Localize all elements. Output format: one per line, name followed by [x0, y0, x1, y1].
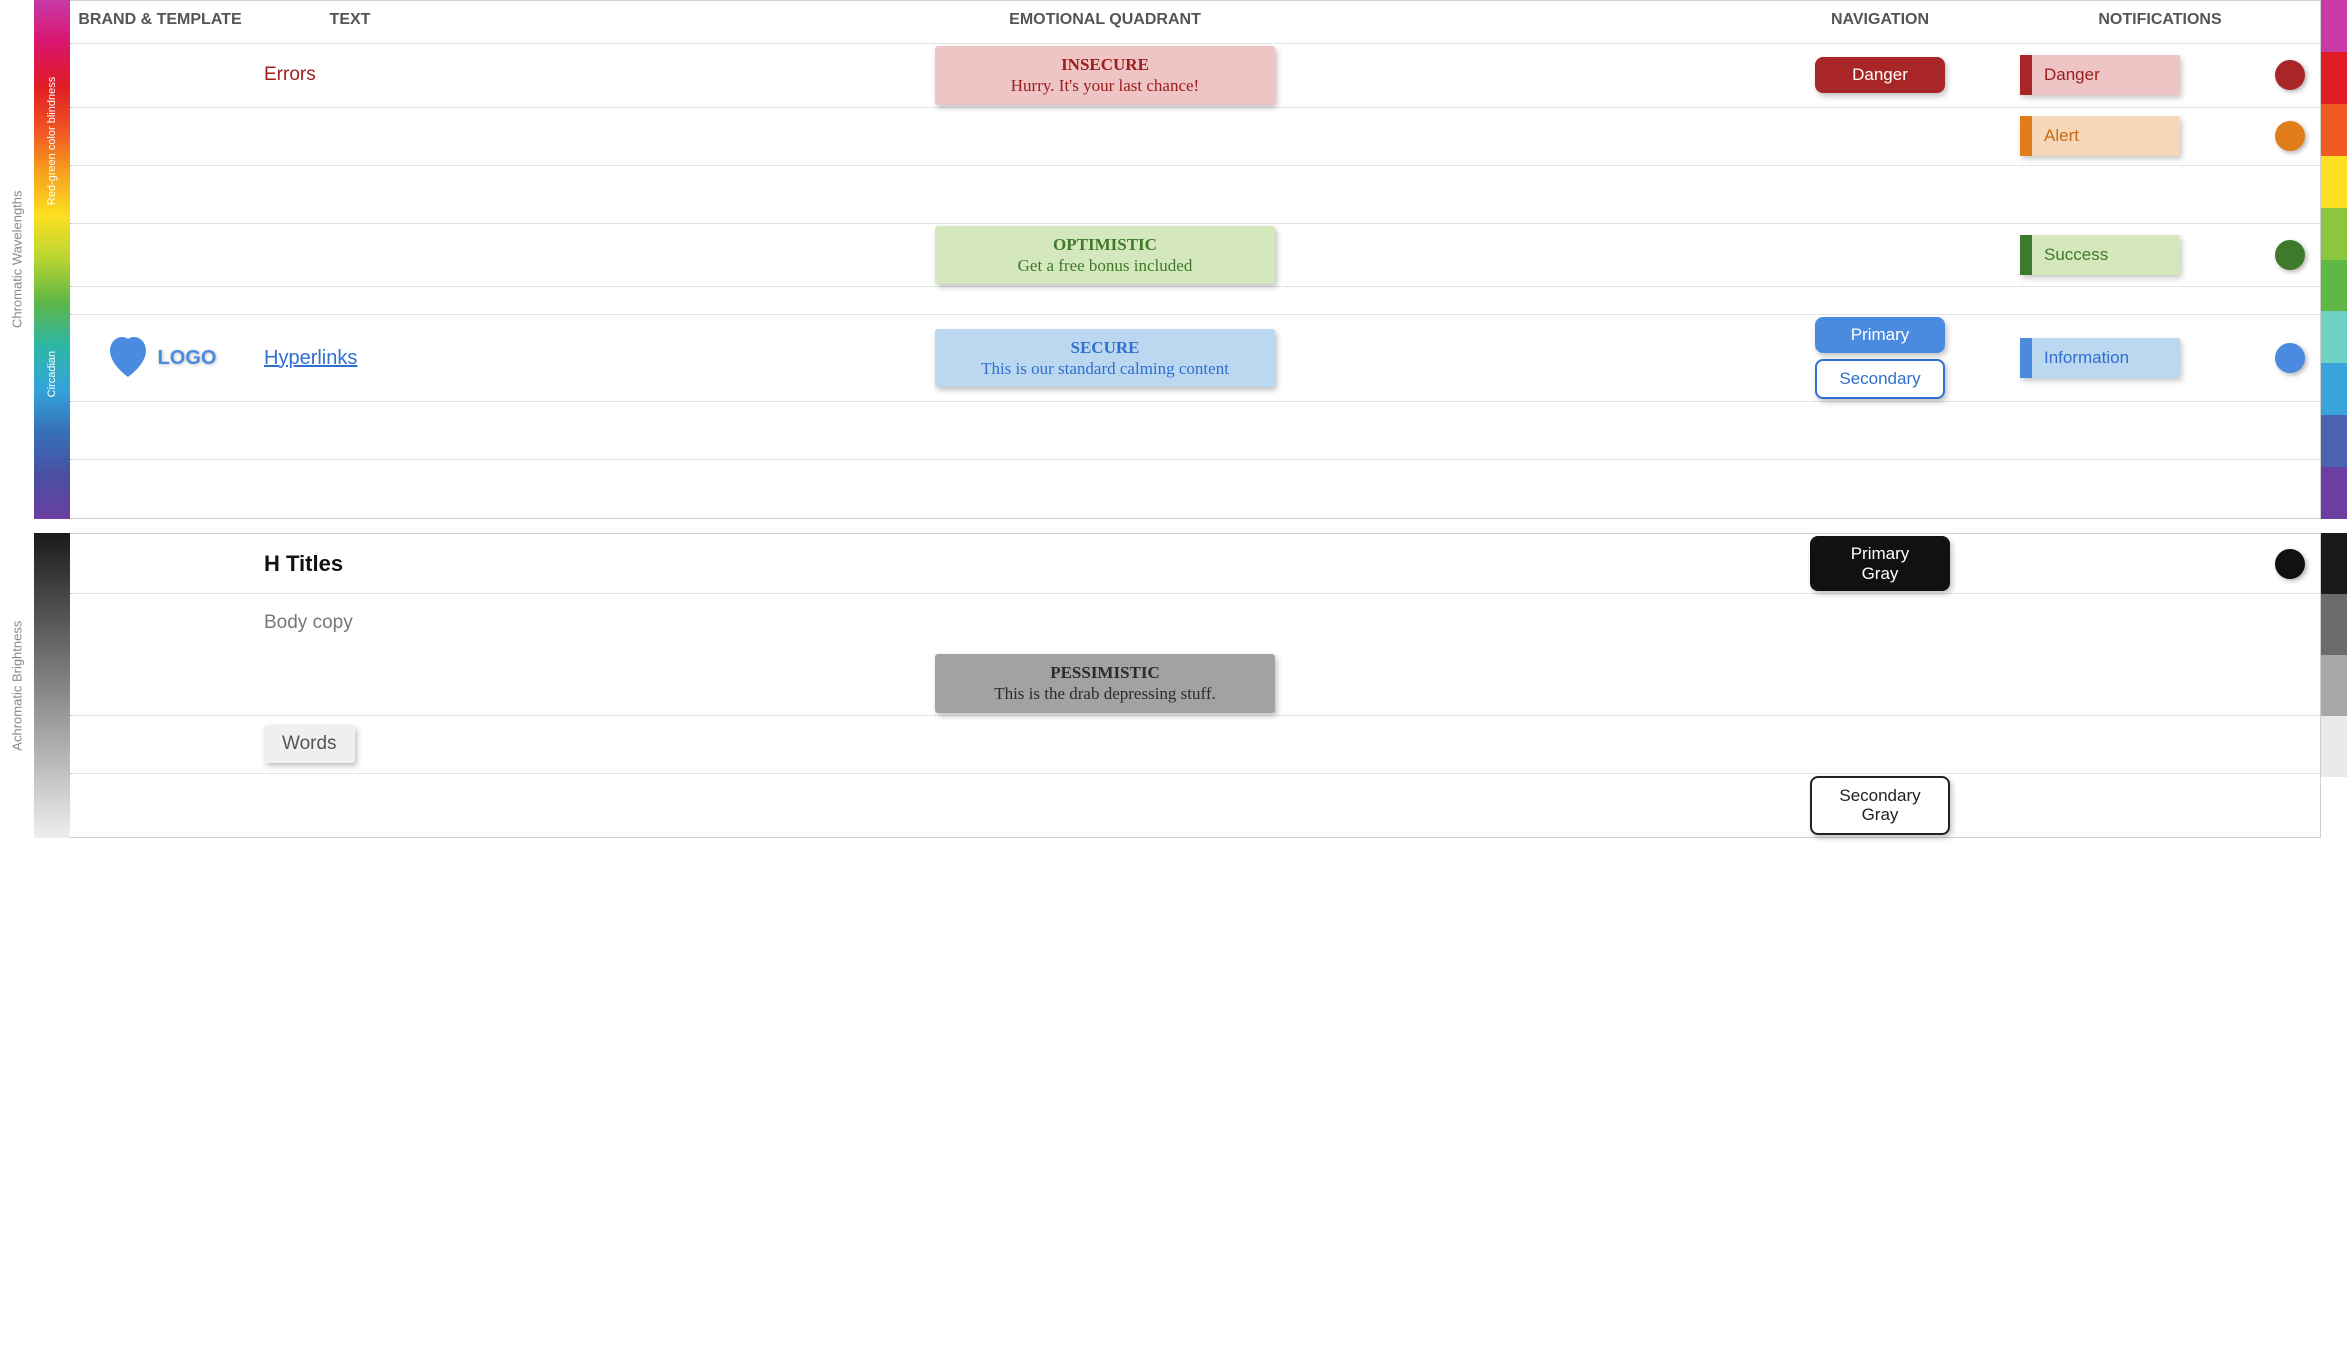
color-dot — [2275, 343, 2305, 373]
text-sample: Errors — [264, 64, 316, 86]
emotion-title: INSECURE — [961, 54, 1249, 75]
notification-tag: Information — [2020, 338, 2180, 378]
notification-tag: Alert — [2020, 116, 2180, 156]
hyperlink-sample[interactable]: Hyperlinks — [264, 347, 357, 370]
right-gray-segment — [2321, 655, 2347, 716]
emotion-box: SECUREThis is our standard calming conte… — [935, 329, 1275, 388]
notification-accent-bar — [2020, 116, 2032, 156]
notification-label: Danger — [2032, 65, 2100, 85]
notification-label: Success — [2032, 245, 2108, 265]
left-spectrum-bar: Red-green color blindness Circadian — [34, 0, 70, 519]
right-gray-bar — [2321, 533, 2347, 838]
right-bar-segment — [2321, 467, 2347, 519]
right-bar-segment — [2321, 156, 2347, 208]
emotion-box: OPTIMISTICGet a free bonus included — [935, 226, 1275, 285]
table-row: Errors INSECUREHurry. It's your last chan… — [70, 44, 2320, 108]
color-dot — [2275, 240, 2305, 270]
header-brand: BRAND & TEMPLATE — [70, 11, 250, 29]
chromatic-section: BRAND & TEMPLATE TEXT EMOTIONAL QUADRANT… — [70, 0, 2321, 519]
notification-tag: Success — [2020, 235, 2180, 275]
emotion-subtitle: This is the drab depressing stuff. — [994, 684, 1216, 703]
column-headers: BRAND & TEMPLATE TEXT EMOTIONAL QUADRANT… — [70, 1, 2320, 44]
notification-label: Information — [2032, 348, 2129, 368]
table-row: Words — [70, 716, 2320, 774]
left-gray-bar — [34, 533, 70, 838]
emotion-subtitle: Hurry. It's your last chance! — [1011, 76, 1199, 95]
text-sample: Body copy — [264, 612, 353, 634]
notification-tag: Danger — [2020, 55, 2180, 95]
table-row — [70, 402, 2320, 460]
right-bar-segment — [2321, 363, 2347, 415]
emotion-subtitle: Get a free bonus included — [1018, 256, 1193, 275]
right-gray-segment — [2321, 533, 2347, 594]
table-row: H Titles PrimaryGray — [70, 534, 2320, 594]
notification-accent-bar — [2020, 338, 2032, 378]
table-row: OPTIMISTICGet a free bonus included Succe… — [70, 224, 2320, 288]
right-bar-segment — [2321, 52, 2347, 104]
right-gray-segment — [2321, 716, 2347, 777]
emotion-box: INSECUREHurry. It's your last chance! — [935, 46, 1275, 105]
emotion-title: OPTIMISTIC — [961, 234, 1249, 255]
right-bar-segment — [2321, 0, 2347, 52]
heart-icon — [104, 335, 152, 377]
nav-button[interactable]: Danger — [1815, 57, 1945, 93]
table-row — [70, 287, 2320, 315]
emotion-title: SECURE — [961, 337, 1249, 358]
axis-circadian-label: Circadian — [34, 301, 70, 446]
right-gray-segment — [2321, 594, 2347, 655]
nav-button[interactable]: Primary — [1815, 317, 1945, 353]
right-bar-segment — [2321, 208, 2347, 260]
nav-button[interactable]: PrimaryGray — [1810, 536, 1950, 591]
table-row: Body copy — [70, 594, 2320, 652]
color-dot — [2275, 60, 2305, 90]
table-row — [70, 166, 2320, 224]
header-emotion: EMOTIONAL QUADRANT — [450, 11, 1760, 29]
axis-achromatic-label: Achromatic Brightness — [0, 533, 34, 838]
nav-button[interactable]: SecondaryGray — [1810, 776, 1950, 835]
right-bar-segment — [2321, 311, 2347, 363]
emotion-title: PESSIMISTIC — [961, 662, 1249, 683]
table-row: Alert — [70, 108, 2320, 166]
axis-redgreen-label: Red-green color blindness — [34, 42, 70, 239]
text-sample: H Titles — [264, 551, 343, 577]
nav-button[interactable]: Secondary — [1815, 359, 1945, 399]
notification-accent-bar — [2020, 235, 2032, 275]
color-dot — [2275, 121, 2305, 151]
logo-heart-icon — [104, 335, 152, 382]
table-row: SecondaryGray — [70, 774, 2320, 837]
right-bar-segment — [2321, 104, 2347, 156]
table-row: LOGO Hyperlinks SECUREThis is our standard… — [70, 315, 2320, 402]
table-row — [70, 460, 2320, 518]
color-dot — [2275, 549, 2305, 579]
emotion-box: PESSIMISTICThis is the drab depressing s… — [935, 654, 1275, 713]
emotion-subtitle: This is our standard calming content — [981, 359, 1229, 378]
achromatic-section: H Titles PrimaryGray Body copy PESSIMISTICT… — [70, 533, 2321, 838]
table-row: PESSIMISTICThis is the drab depressing s… — [70, 652, 2320, 716]
notification-accent-bar — [2020, 55, 2032, 95]
notification-label: Alert — [2032, 126, 2079, 146]
header-notifications: NOTIFICATIONS — [2000, 11, 2320, 29]
right-bar-segment — [2321, 415, 2347, 467]
right-bar-segment — [2321, 260, 2347, 312]
right-gray-segment — [2321, 777, 2347, 838]
text-sample: Words — [264, 725, 355, 763]
header-navigation: NAVIGATION — [1760, 11, 2000, 29]
right-spectrum-bar — [2321, 0, 2347, 519]
logo-text: LOGO — [158, 347, 217, 370]
axis-chromatic-label: Chromatic Wavelengths — [0, 0, 34, 519]
header-text: TEXT — [250, 11, 450, 29]
